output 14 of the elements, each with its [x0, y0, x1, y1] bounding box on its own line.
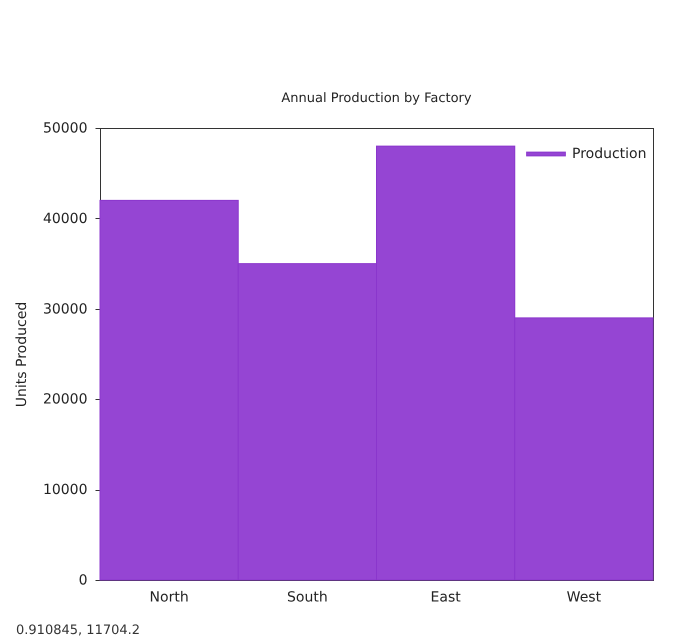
x-tick-label: South — [287, 590, 328, 606]
y-tick-label: 40000 — [42, 210, 88, 227]
chart-title: Annual Production by Factory — [281, 91, 472, 106]
text: 0.910845, 11704.2 — [16, 623, 140, 638]
legend-label: Production — [572, 146, 646, 162]
y-tick-label: 10000 — [42, 482, 88, 498]
x-tick-label: North — [150, 590, 189, 606]
x-tick-label: West — [566, 590, 602, 606]
y-tick-label: 30000 — [42, 301, 88, 318]
y-tick-label: 50000 — [42, 120, 88, 136]
y-tick-label: 0 — [78, 572, 88, 588]
y-axis-title: Units Produced — [14, 302, 30, 408]
y-tick-label: 20000 — [42, 392, 88, 408]
x-tick-label: East — [430, 590, 462, 606]
